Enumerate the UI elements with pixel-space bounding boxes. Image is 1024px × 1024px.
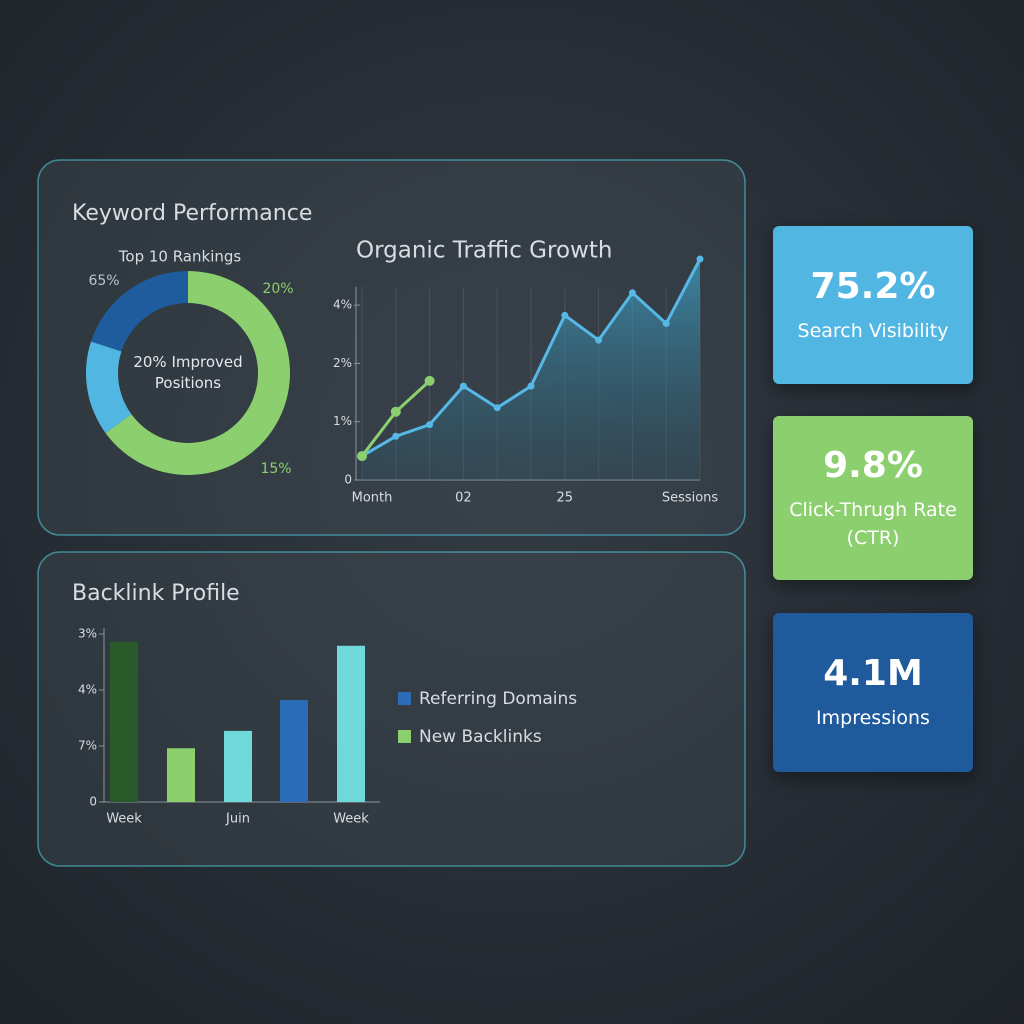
point (527, 382, 535, 390)
legend-label: New Backlinks (419, 727, 542, 747)
point (662, 319, 670, 327)
y-tick-label: 3% (78, 627, 97, 641)
point (595, 336, 603, 344)
y-tick-label: 2% (333, 356, 352, 370)
x-tick-label: Week (106, 812, 142, 827)
data-label: 20% (262, 281, 293, 297)
y-tick-label: 0 (344, 473, 352, 487)
bar (110, 641, 138, 802)
chart-title: Top 10 Rankings (118, 248, 242, 266)
panel-title: Backlink Profile (72, 581, 240, 606)
point (561, 311, 569, 319)
legend-swatch (398, 692, 411, 705)
bar (224, 730, 252, 802)
card: 9.8% Click-Thrugh Rate (CTR) (773, 416, 973, 580)
point (493, 404, 501, 412)
point (357, 451, 367, 462)
bar (337, 645, 365, 802)
card-label: Click-Thrugh Rate (CTR) (789, 498, 957, 549)
y-tick-label: 1% (333, 414, 352, 428)
x-tick-label: 02 (455, 491, 472, 506)
card-value: 9.8% (823, 444, 923, 486)
panel-title: Keyword Performance (72, 201, 312, 226)
donut-segment (90, 271, 188, 352)
point (392, 432, 400, 440)
y-tick-label: 0 (89, 795, 97, 809)
point (424, 375, 435, 386)
bar (280, 700, 308, 802)
card-label: Search Visibility (797, 319, 949, 342)
annotation-box: 20% Improved Positions (133, 353, 243, 392)
bar (167, 748, 195, 802)
legend-label: Referring Domains (419, 689, 577, 709)
card-value: 75.2% (810, 265, 936, 307)
y-tick-label: 4% (78, 683, 97, 697)
data-label: 65% (88, 273, 119, 289)
annotation: 20% Improved Positions (133, 353, 243, 392)
x-tick-label: Week (333, 812, 369, 827)
area (362, 259, 700, 480)
donut-segment (86, 341, 132, 433)
x-tick-label: Month (352, 491, 393, 506)
point (390, 406, 401, 417)
point (459, 382, 467, 390)
x-tick-label: Sessions (662, 491, 719, 506)
card-value: 4.1M (823, 653, 923, 694)
y-tick-label: 4% (333, 298, 352, 312)
x-tick-label: Juin (225, 812, 250, 827)
card-label: Impressions (816, 707, 930, 729)
donut-segment (105, 271, 290, 476)
legend-swatch (398, 730, 411, 743)
data-label: 15% (260, 461, 291, 477)
card: 75.2% Search Visibility (773, 226, 973, 384)
panel (37, 551, 746, 867)
y-tick-label: 7% (78, 739, 97, 753)
chart-title: Organic Traffic Growth (356, 238, 612, 264)
point (696, 255, 704, 263)
card: 4.1M Impressions (773, 613, 973, 772)
point (628, 289, 636, 297)
point (426, 421, 434, 429)
x-tick-label: 25 (557, 491, 574, 506)
